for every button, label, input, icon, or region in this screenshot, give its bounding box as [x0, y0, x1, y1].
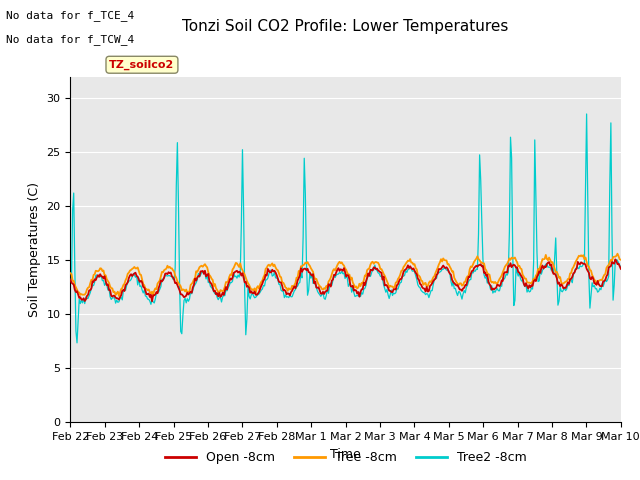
Y-axis label: Soil Temperatures (C): Soil Temperatures (C) [28, 182, 41, 317]
Text: TZ_soilco2: TZ_soilco2 [109, 60, 175, 70]
Text: No data for f_TCE_4: No data for f_TCE_4 [6, 10, 134, 21]
Text: Tonzi Soil CO2 Profile: Lower Temperatures: Tonzi Soil CO2 Profile: Lower Temperatur… [182, 19, 509, 34]
Text: No data for f_TCW_4: No data for f_TCW_4 [6, 34, 134, 45]
Legend: Open -8cm, Tree -8cm, Tree2 -8cm: Open -8cm, Tree -8cm, Tree2 -8cm [159, 446, 532, 469]
X-axis label: Time: Time [330, 448, 361, 461]
